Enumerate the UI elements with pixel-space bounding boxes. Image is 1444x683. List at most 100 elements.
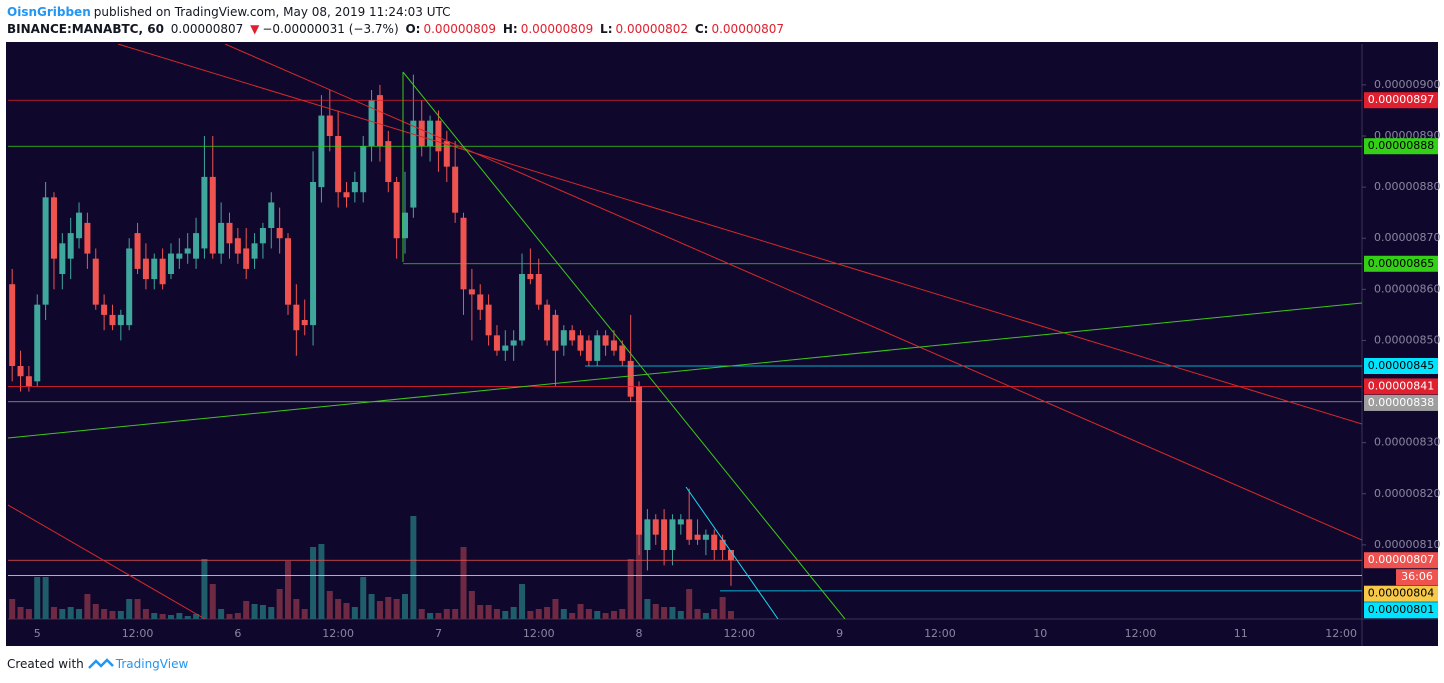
candle-body: [602, 335, 609, 346]
volume-bar: [310, 547, 317, 619]
candle-body: [109, 314, 116, 326]
volume-bar: [669, 607, 676, 619]
price-label: 0.00000801: [1368, 603, 1434, 616]
candle-body: [184, 248, 191, 254]
x-tick-label: 6: [234, 627, 241, 640]
candle-body: [535, 274, 542, 305]
volume-bar: [134, 599, 141, 619]
candle-body: [619, 345, 626, 361]
volume-bar: [276, 589, 283, 619]
candle-body: [92, 258, 99, 305]
volume-bar: [343, 603, 350, 619]
plot: [8, 74, 1362, 619]
x-tick-label: 5: [34, 627, 41, 640]
candle-body: [402, 212, 409, 239]
x-tick-label: 12:00: [1125, 627, 1157, 640]
candle-body: [502, 345, 509, 351]
volume-bar: [452, 609, 459, 619]
candle-body: [435, 120, 442, 152]
candle-body: [661, 519, 668, 550]
volume-bar: [351, 607, 358, 619]
volume-bar: [719, 597, 726, 619]
candle-body: [585, 340, 592, 361]
candle-body: [552, 314, 559, 351]
candle-body: [9, 284, 16, 366]
x-tick-label: 12:00: [523, 627, 555, 640]
trend-line: [402, 71, 846, 619]
price-label: 0.00000804: [1368, 587, 1434, 600]
volume-bar: [435, 613, 442, 619]
volume-bar: [92, 604, 99, 619]
candle-body: [67, 233, 74, 259]
candle-body: [76, 212, 83, 239]
countdown: 36:06: [1401, 570, 1433, 583]
candle-body: [627, 360, 634, 397]
volume-bar: [218, 609, 225, 619]
volume-bar: [251, 604, 258, 619]
price-label-box: [1364, 378, 1438, 395]
candle-body: [368, 100, 375, 147]
candle-body: [393, 182, 400, 239]
x-tick-label: 10: [1033, 627, 1047, 640]
volume-bar: [17, 607, 24, 619]
candle-body: [477, 294, 484, 310]
volume-bar: [410, 516, 417, 619]
author[interactable]: OisnGribben: [7, 5, 91, 19]
volume-bar: [151, 613, 158, 619]
volume-bar: [402, 594, 409, 619]
candle-body: [669, 519, 676, 550]
volume-bar: [594, 611, 601, 619]
volume-bar: [368, 594, 375, 619]
header-line: BINANCE:MANABTC, 60 0.00000807 ▼ −0.00000…: [7, 22, 787, 36]
candle-body: [460, 217, 467, 290]
trend-line: [8, 504, 206, 619]
candle-body: [176, 253, 183, 259]
volume-bar: [326, 591, 333, 619]
candle-body: [268, 202, 275, 228]
volume-bar: [727, 611, 734, 619]
axes: 0.00000810 0.00000820 0.00000830 0.00000850…: [34, 78, 1441, 640]
candle-body: [360, 146, 367, 193]
volume-bar: [201, 559, 208, 619]
ohlc-key: O:: [405, 22, 421, 36]
volume-bar: [393, 599, 400, 619]
volume-bar: [552, 599, 559, 619]
volume-bar: [694, 609, 701, 619]
price-label-box: [1364, 138, 1438, 155]
y-tick-label: 0.00000820: [1374, 487, 1440, 500]
volume-bar: [360, 577, 367, 619]
y-tick-label: 0.00000810: [1374, 538, 1440, 551]
ohlc-key: H:: [502, 22, 518, 36]
volume-bar: [652, 604, 659, 619]
volume-bar: [711, 609, 718, 619]
volume-bar: [686, 589, 693, 619]
y-tick-label: 0.00000850: [1374, 333, 1440, 346]
candle-body: [569, 330, 576, 341]
candle-body: [50, 197, 57, 259]
volume-bar: [577, 604, 584, 619]
price-label-box: [1364, 358, 1438, 374]
candle-body: [42, 197, 49, 305]
x-tick-label: 8: [636, 627, 643, 640]
candle-body: [193, 233, 200, 259]
price-label: 0.00000807: [1368, 553, 1434, 566]
volume-bar: [627, 559, 634, 619]
change: −0.00000031 (−3.7%): [262, 22, 399, 36]
volume-bar: [569, 613, 576, 619]
x-tick-label: 12:00: [723, 627, 755, 640]
candle-body: [251, 243, 258, 259]
candle-body: [293, 304, 300, 331]
candle-body: [243, 248, 250, 269]
candle-body: [686, 519, 693, 540]
candle-body: [385, 141, 392, 182]
candle-body: [644, 519, 651, 550]
x-tick-label: 12:00: [322, 627, 354, 640]
candle-body: [59, 243, 66, 274]
candle-body: [34, 304, 41, 382]
ohlc-value: 0.00000802: [615, 22, 689, 36]
volume-bar: [34, 577, 41, 619]
drawings: [8, 44, 1362, 619]
volume-bar: [9, 599, 16, 619]
brand[interactable]: TradingView: [115, 657, 189, 671]
x-tick-label: 12:00: [122, 627, 154, 640]
